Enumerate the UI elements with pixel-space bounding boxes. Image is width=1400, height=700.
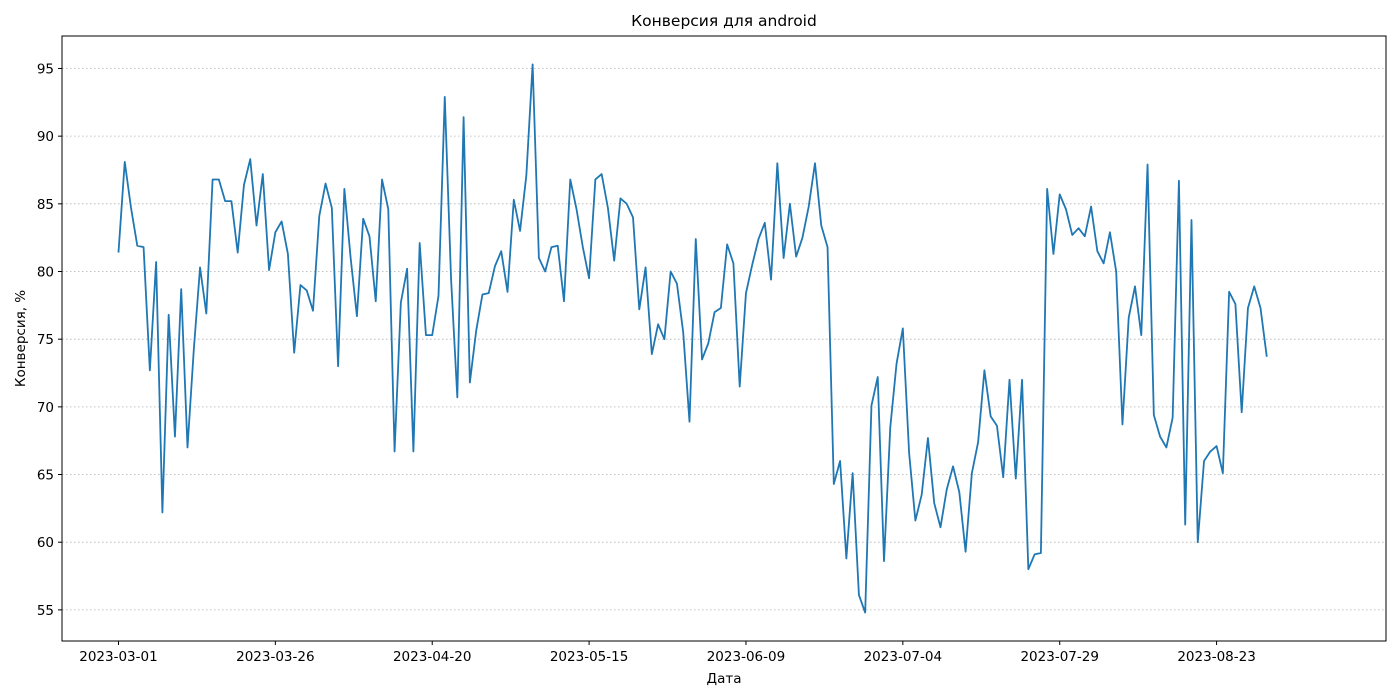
y-tick-label: 90: [37, 129, 54, 145]
chart-title: Конверсия для android: [631, 12, 817, 30]
x-tick-label: 2023-03-26: [236, 649, 314, 665]
y-tick-label: 60: [37, 535, 54, 551]
x-tick-label: 2023-07-04: [864, 649, 942, 665]
y-tick-label: 55: [37, 603, 54, 619]
y-tick-label: 85: [37, 197, 54, 213]
x-tick-label: 2023-03-01: [79, 649, 157, 665]
grid-lines: [62, 68, 1386, 611]
x-tick-label: 2023-07-29: [1020, 649, 1098, 665]
y-tick-label: 95: [37, 61, 54, 77]
series-layer: [117, 63, 1268, 614]
y-axis: 55 60 65 70 75 80 85 90 95: [37, 61, 62, 619]
x-tick-label: 2023-06-09: [707, 649, 785, 665]
x-axis-label: Дата: [707, 671, 742, 687]
y-tick-label: 75: [37, 332, 54, 348]
x-tick-label: 2023-05-15: [550, 649, 628, 665]
x-tick-label: 2023-08-23: [1177, 649, 1255, 665]
series-line: [117, 63, 1268, 614]
x-tick-label: 2023-04-20: [393, 649, 471, 665]
y-tick-label: 80: [37, 265, 54, 281]
plot-area-frame: [61, 35, 1387, 642]
y-tick-label: 70: [37, 400, 54, 416]
y-tick-label: 65: [37, 468, 54, 484]
x-axis: 2023-03-01 2023-03-26 2023-04-20 2023-05-15…: [79, 641, 1256, 665]
y-axis-label: Конверсия, %: [13, 290, 29, 387]
